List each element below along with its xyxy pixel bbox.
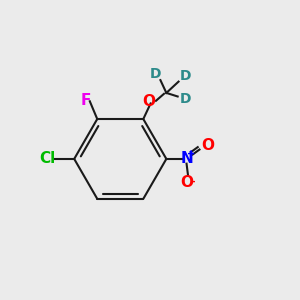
Text: +: + bbox=[187, 149, 195, 159]
Text: N: N bbox=[180, 152, 193, 166]
Text: -: - bbox=[190, 177, 195, 187]
Text: F: F bbox=[81, 93, 92, 108]
Text: Cl: Cl bbox=[39, 152, 55, 166]
Text: O: O bbox=[201, 138, 214, 153]
Text: D: D bbox=[150, 67, 161, 81]
Text: O: O bbox=[180, 175, 194, 190]
Text: O: O bbox=[142, 94, 156, 109]
Text: D: D bbox=[180, 92, 192, 106]
Text: D: D bbox=[180, 69, 191, 83]
